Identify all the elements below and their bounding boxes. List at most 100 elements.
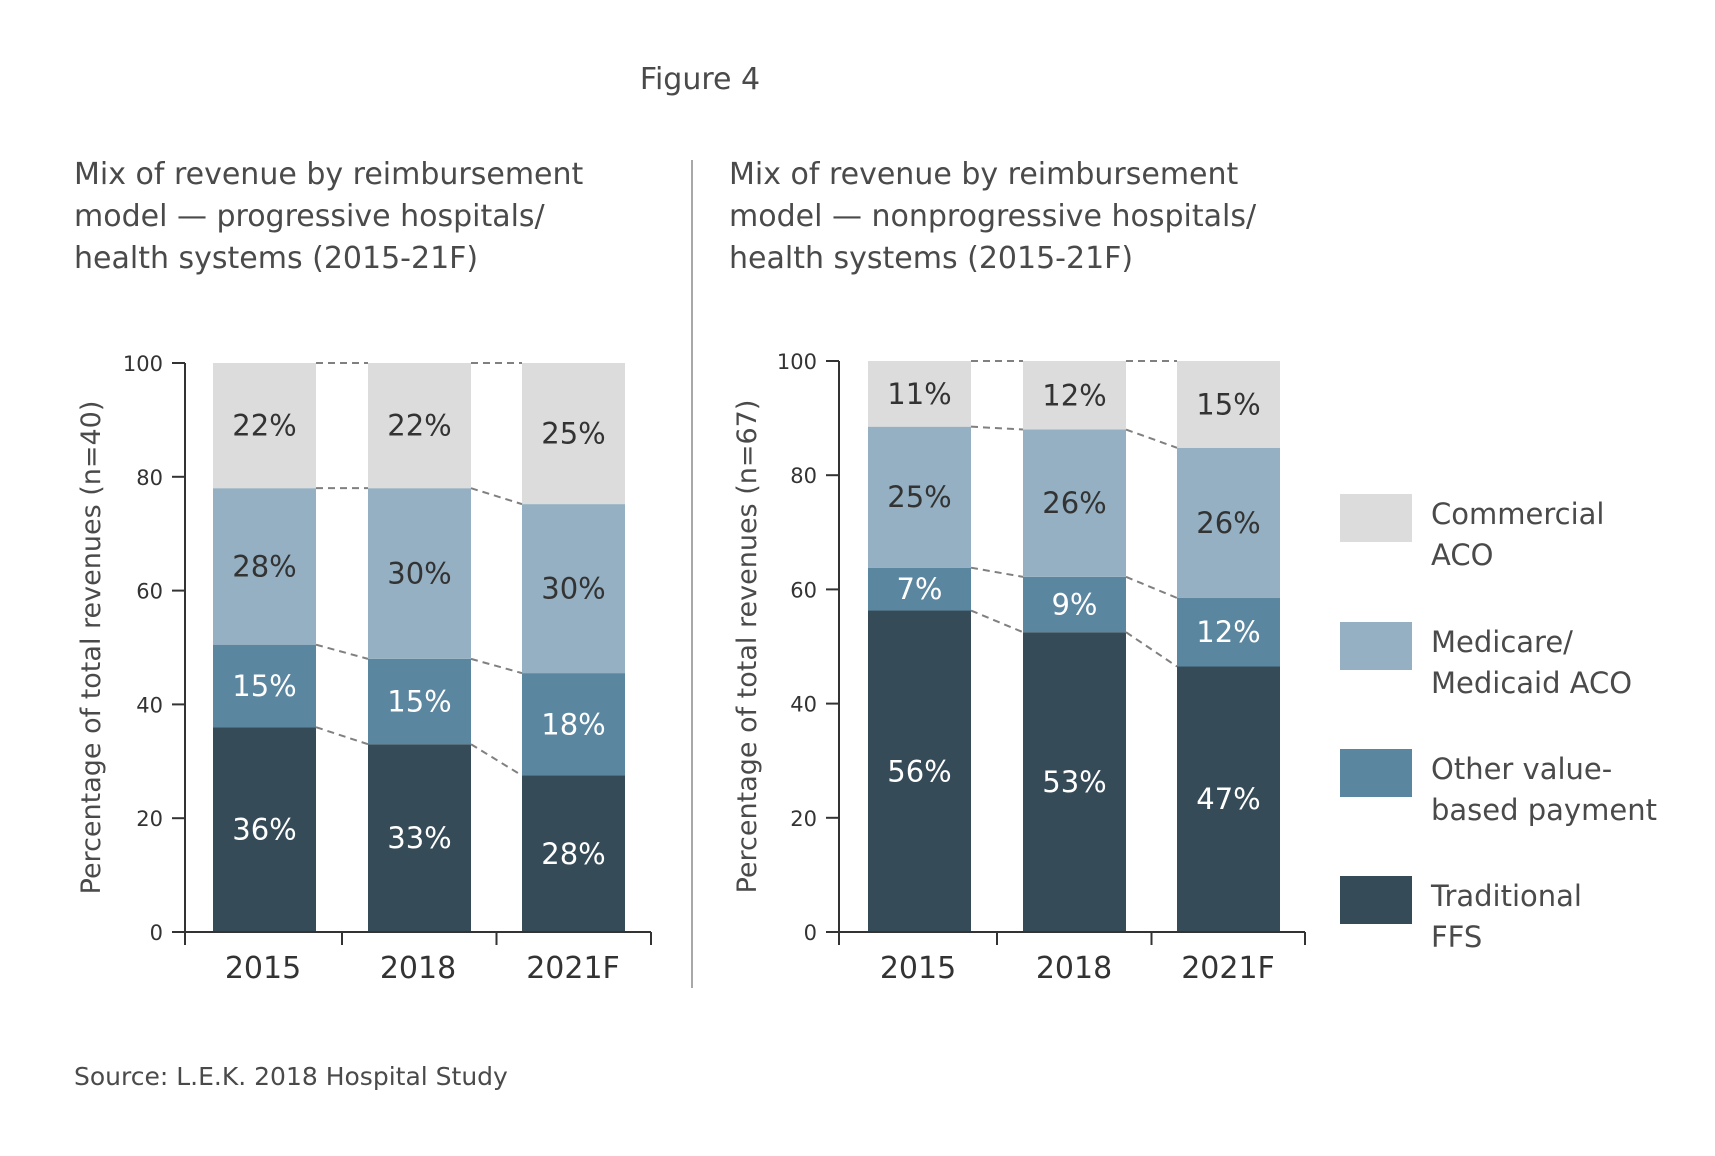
data-label: 47% bbox=[1196, 782, 1260, 816]
bar-segment-medicare-medicaid-aco bbox=[868, 426, 971, 568]
chart-title-line: health systems (2015-21F) bbox=[74, 241, 478, 276]
data-label: 30% bbox=[541, 572, 605, 606]
connector-line bbox=[470, 657, 523, 675]
bar-segment-commercial-aco bbox=[868, 361, 971, 427]
connector-line bbox=[470, 743, 523, 777]
bar-segment-other-value-based bbox=[868, 567, 971, 611]
chart-title-line: model — nonprogressive hospitals/ bbox=[729, 199, 1257, 234]
data-label: 53% bbox=[1042, 765, 1106, 799]
y-tick-label: 0 bbox=[150, 921, 163, 945]
data-label: 33% bbox=[387, 821, 451, 855]
legend: Commercial ACO Medicare/Medicaid ACO Other … bbox=[1340, 494, 1657, 954]
y-tick-label: 100 bbox=[777, 350, 817, 374]
legend-label: ACO bbox=[1431, 538, 1493, 572]
data-label: 15% bbox=[387, 685, 451, 719]
y-tick-label: 60 bbox=[790, 578, 817, 602]
data-label: 28% bbox=[541, 837, 605, 871]
bar-segment-commercial-aco bbox=[522, 363, 625, 505]
data-label: 11% bbox=[887, 377, 951, 411]
data-label: 36% bbox=[232, 813, 296, 847]
chart-title-line: Mix of revenue by reimbursement bbox=[74, 157, 584, 192]
data-label: 26% bbox=[1196, 506, 1260, 540]
connector-line bbox=[1125, 575, 1178, 599]
x-tick-label: 2018 bbox=[1036, 951, 1112, 986]
data-label: 25% bbox=[541, 417, 605, 451]
bar-segment-other-value-based bbox=[368, 658, 471, 745]
y-tick-label: 0 bbox=[804, 921, 817, 945]
bar-segment-traditional-ffs bbox=[868, 610, 971, 932]
data-label: 12% bbox=[1196, 615, 1260, 649]
legend-label: Other value- bbox=[1431, 752, 1612, 786]
chart-title-line: model — progressive hospitals/ bbox=[74, 199, 546, 234]
legend-label: Medicare/ bbox=[1431, 625, 1573, 659]
data-label: 22% bbox=[387, 409, 451, 443]
connector-line bbox=[470, 487, 523, 506]
y-tick-label: 60 bbox=[136, 580, 163, 604]
x-tick-label: 2018 bbox=[380, 951, 456, 986]
source-note: Source: L.E.K. 2018 Hospital Study bbox=[74, 1062, 508, 1091]
data-label: 7% bbox=[896, 572, 942, 606]
data-label: 26% bbox=[1042, 486, 1106, 520]
connector-line bbox=[970, 566, 1024, 578]
legend-label: FFS bbox=[1431, 920, 1482, 954]
legend-swatch-commercial-aco bbox=[1340, 494, 1412, 542]
data-label: 9% bbox=[1051, 588, 1097, 622]
bar-segment-traditional-ffs bbox=[1023, 632, 1126, 932]
bar-segment-other-value-based bbox=[1177, 597, 1280, 667]
legend-swatch-traditional-ffs bbox=[1340, 876, 1412, 924]
bar-segment-other-value-based bbox=[522, 673, 625, 776]
y-tick-label: 40 bbox=[136, 693, 163, 717]
data-label: 30% bbox=[387, 557, 451, 591]
chart-nonprogressive: Mix of revenue by reimbursement model — n… bbox=[729, 157, 1306, 986]
bar-segment-other-value-based bbox=[213, 644, 316, 728]
x-tick-label: 2021F bbox=[1181, 951, 1275, 986]
connector-line bbox=[315, 726, 369, 746]
bar-segment-traditional-ffs bbox=[368, 744, 471, 932]
y-tick-label: 80 bbox=[136, 466, 163, 490]
connector-lines bbox=[315, 362, 523, 777]
bar-segments: 56% 7% 25% 11% 53% 9% 26% 12% 47% 12% 26% 15% bbox=[868, 361, 1280, 932]
y-tick-label: 80 bbox=[790, 464, 817, 488]
bar-segment-traditional-ffs bbox=[1177, 666, 1280, 932]
bar-segment-medicare-medicaid-aco bbox=[522, 504, 625, 674]
y-tick-label: 20 bbox=[136, 807, 163, 831]
data-label: 15% bbox=[1196, 387, 1260, 421]
legend-swatch-other-value-based bbox=[1340, 749, 1412, 797]
bar-segment-medicare-medicaid-aco bbox=[1023, 429, 1126, 577]
data-label: 22% bbox=[232, 409, 296, 443]
y-axis-label: Percentage of total revenues (n=67) bbox=[732, 400, 763, 894]
data-label: 25% bbox=[887, 480, 951, 514]
y-tick-label: 40 bbox=[790, 693, 817, 717]
connector-line bbox=[1125, 428, 1178, 449]
bar-segment-commercial-aco bbox=[1023, 361, 1126, 430]
y-tick-label: 20 bbox=[790, 807, 817, 831]
bar-segment-commercial-aco bbox=[213, 363, 316, 489]
connector-line bbox=[315, 643, 369, 660]
data-label: 18% bbox=[541, 707, 605, 741]
legend-label: Medicaid ACO bbox=[1431, 666, 1632, 700]
chart-progressive: Mix of revenue by reimbursement model — p… bbox=[74, 157, 652, 986]
connector-line bbox=[970, 425, 1024, 431]
connector-lines bbox=[970, 360, 1178, 668]
connector-line bbox=[1125, 631, 1178, 668]
x-tick-label: 2015 bbox=[880, 951, 956, 986]
chart-title-line: health systems (2015-21F) bbox=[729, 241, 1133, 276]
x-tick-label: 2021F bbox=[526, 951, 620, 986]
bar-segment-commercial-aco bbox=[1177, 361, 1280, 448]
bar-segment-traditional-ffs bbox=[522, 775, 625, 932]
bar-segment-medicare-medicaid-aco bbox=[368, 488, 471, 659]
y-axis-label: Percentage of total revenues (n=40) bbox=[76, 401, 107, 895]
bar-segment-commercial-aco bbox=[368, 363, 471, 489]
bar-segment-medicare-medicaid-aco bbox=[213, 488, 316, 645]
legend-label: Commercial bbox=[1431, 497, 1604, 531]
bar-segment-traditional-ffs bbox=[213, 727, 316, 932]
bar-segment-medicare-medicaid-aco bbox=[1177, 447, 1280, 598]
legend-swatch-medicare-medicaid-aco bbox=[1340, 622, 1412, 670]
x-tick-label: 2015 bbox=[225, 951, 301, 986]
data-label: 56% bbox=[887, 754, 951, 788]
bar-segment-other-value-based bbox=[1023, 576, 1126, 633]
connector-line bbox=[970, 609, 1024, 634]
y-tick-label: 100 bbox=[123, 352, 163, 376]
data-label: 12% bbox=[1042, 378, 1106, 412]
